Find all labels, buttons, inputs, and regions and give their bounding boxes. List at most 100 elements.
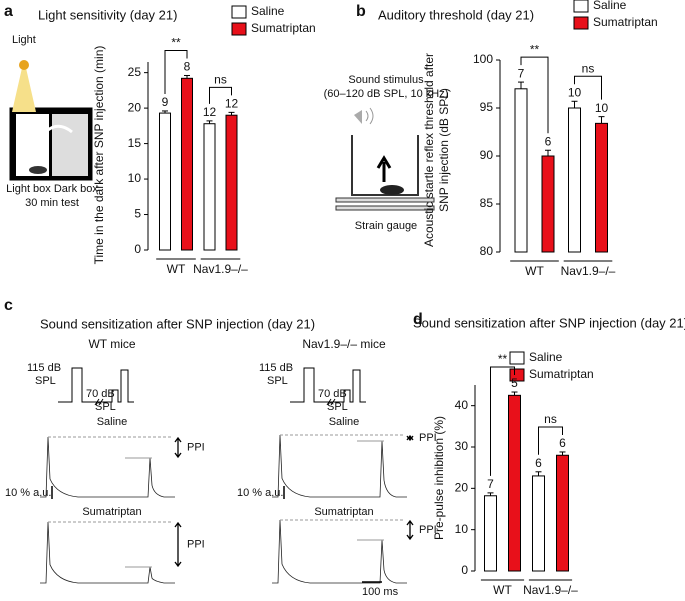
condition-label: Saline — [329, 416, 360, 428]
diagram-label: 30 min test — [25, 197, 79, 209]
legend-label: Sumatriptan — [251, 21, 316, 35]
value-label: 12 — [203, 105, 217, 119]
significance-label: ns — [214, 73, 227, 87]
stimulus-label: 70 dB — [86, 388, 115, 400]
panel-title: Sound sensitization after SNP injection … — [40, 316, 315, 331]
legend-swatch — [573, 16, 589, 30]
ppi-arrow — [174, 436, 182, 459]
legend-label: Sumatriptan — [593, 15, 658, 29]
chart-title: Light sensitivity (day 21) — [38, 7, 177, 22]
significance-bracket — [574, 75, 602, 100]
value-label: 12 — [225, 97, 239, 111]
diagram-label: Light box Dark box — [6, 183, 98, 195]
ppi-arrow — [406, 519, 414, 541]
condition-label: Sumatriptan — [314, 506, 373, 518]
y-tick-label: 100 — [473, 52, 493, 66]
y-tick-label: 10 — [128, 171, 142, 185]
x-tick-label: Nav1.9–/– — [561, 264, 616, 278]
x-tick-label: WT — [525, 264, 544, 278]
y-axis-label: Acoustic startle reflex threshold after — [422, 53, 436, 247]
legend-label: Saline — [251, 4, 285, 18]
diagram-label: (60–120 dB SPL, 10 kHz) — [324, 88, 449, 100]
value-label: 6 — [545, 134, 552, 148]
value-label: 9 — [162, 95, 169, 109]
y-tick-label: 30 — [455, 439, 469, 453]
ppi-label: PPI — [187, 538, 205, 550]
stimulus-schematic — [290, 367, 366, 406]
x-tick-label: WT — [493, 583, 512, 597]
chart-title: Auditory threshold (day 21) — [378, 7, 534, 22]
y-tick-label: 85 — [480, 196, 494, 210]
ppi-label: PPI — [419, 432, 437, 444]
significance-label: ** — [171, 36, 181, 50]
y-tick-label: 40 — [455, 398, 469, 412]
bar — [159, 112, 171, 251]
bar — [595, 122, 608, 253]
x-tick-label: Nav1.9–/– — [193, 262, 248, 276]
stimulus-schematic — [58, 367, 134, 406]
legend-swatch — [231, 5, 247, 19]
stimulus-label: SPL — [327, 401, 348, 413]
ppi-label: PPI — [419, 524, 437, 536]
bar — [556, 454, 569, 572]
legend-swatch — [231, 22, 247, 36]
value-label: 5 — [511, 376, 518, 390]
y-tick-label: 0 — [461, 563, 468, 577]
panel-letter: c — [4, 297, 13, 314]
ppi-arrow — [174, 521, 182, 568]
value-label: 7 — [518, 66, 525, 80]
y-tick-label: 5 — [134, 207, 141, 221]
value-label: 10 — [568, 85, 582, 99]
panel-letter: b — [356, 3, 366, 20]
bar — [568, 107, 581, 253]
y-tick-label: 20 — [128, 100, 142, 114]
legend-label: Sumatriptan — [529, 367, 594, 381]
panel-letter: d — [413, 311, 423, 328]
trace — [40, 436, 175, 498]
y-tick-label: 20 — [455, 481, 469, 495]
value-label: 6 — [559, 436, 566, 450]
y-tick-label: 95 — [480, 100, 494, 114]
trace — [272, 434, 407, 498]
stimulus-label: SPL — [35, 375, 56, 387]
column-heading: WT mice — [88, 337, 135, 351]
significance-bracket — [490, 366, 515, 476]
y-tick-label: 10 — [455, 522, 469, 536]
x-tick-label: WT — [167, 262, 186, 276]
bar — [541, 155, 555, 253]
column-heading: Nav1.9–/– mice — [302, 337, 386, 351]
amplitude-scale-label: 10 % a.u. — [237, 487, 283, 499]
light-box-diagram — [9, 60, 93, 181]
bar — [484, 495, 497, 572]
legend-label: Saline — [593, 0, 627, 12]
value-label: 10 — [595, 101, 609, 115]
stimulus-label: 70 dB — [318, 388, 347, 400]
x-tick-label: Nav1.9–/– — [523, 583, 578, 597]
trace — [40, 521, 175, 584]
y-axis-label: Time in the dark after SNP injection (mi… — [92, 46, 106, 265]
value-label: 8 — [184, 60, 191, 74]
value-label: 6 — [535, 456, 542, 470]
y-tick-label: 0 — [134, 242, 141, 256]
value-label: 7 — [487, 477, 494, 491]
significance-bracket — [209, 86, 232, 104]
significance-label: ns — [544, 412, 557, 426]
significance-bracket — [538, 426, 563, 455]
significance-label: ** — [498, 352, 508, 366]
significance-label: ** — [530, 42, 540, 56]
condition-label: Saline — [97, 416, 128, 428]
significance-bracket — [164, 49, 188, 94]
diagram-label: Strain gauge — [355, 220, 417, 232]
bar — [532, 475, 545, 572]
y-tick-label: 25 — [128, 65, 142, 79]
bar — [225, 114, 238, 251]
y-axis-label: Pre-pulse inhibition (%) — [432, 416, 446, 540]
time-scale-label: 100 ms — [362, 586, 399, 598]
stimulus-label: 115 dB — [259, 362, 293, 374]
chart-title: Sound sensitization after SNP injection … — [413, 315, 685, 330]
bar — [514, 88, 528, 253]
condition-label: Sumatriptan — [82, 506, 141, 518]
diagram-label: Sound stimulus — [348, 74, 424, 86]
y-tick-label: 15 — [128, 136, 142, 150]
